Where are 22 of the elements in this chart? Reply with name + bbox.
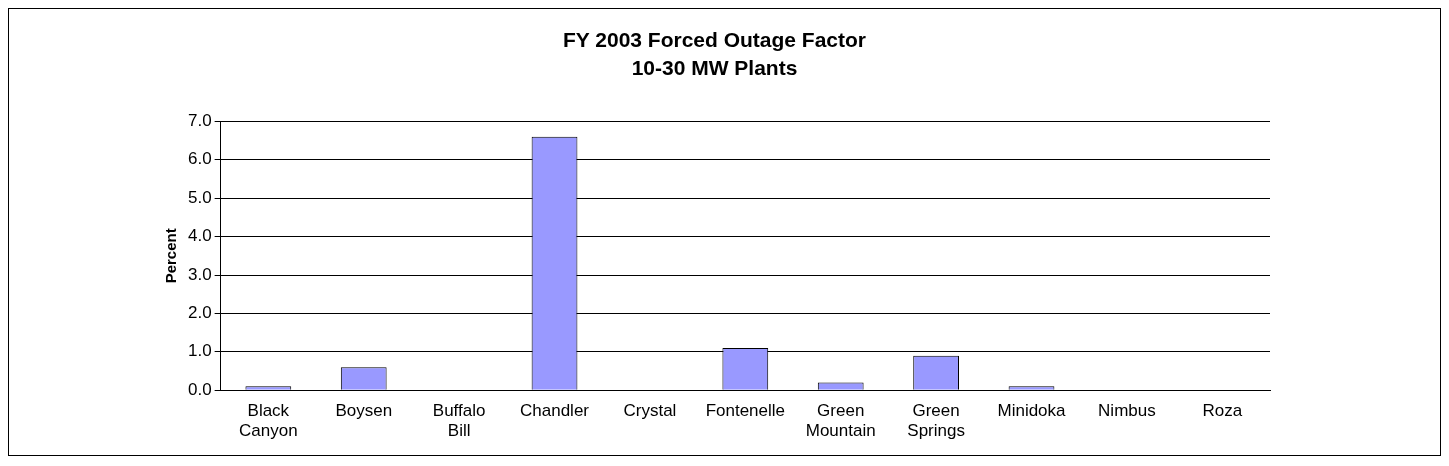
- y-tick-label: 0.0: [187, 379, 212, 399]
- y-tick-label: 3.0: [187, 264, 212, 284]
- x-tick-label: Crystal: [623, 401, 677, 421]
- y-tick-label: 6.0: [187, 149, 212, 169]
- x-tick-label: Green Mountain: [805, 401, 876, 441]
- y-tick-label: 7.0: [187, 111, 212, 131]
- y-tick-label: 4.0: [187, 226, 212, 246]
- chart-title: FY 2003 Forced Outage Factor: [562, 28, 867, 52]
- x-tick-label: Buffalo Bill: [432, 401, 486, 441]
- chart-subtitle: 10-30 MW Plants: [631, 55, 798, 79]
- x-tick-label: Black Canyon: [239, 401, 298, 441]
- x-tick-label: Green Springs: [907, 401, 965, 441]
- y-tick-label: 2.0: [187, 303, 212, 323]
- y-axis-title: Percent: [162, 228, 180, 284]
- x-tick-label: Fontenelle: [705, 401, 786, 421]
- x-tick-label: Minidoka: [997, 401, 1067, 421]
- y-tick-label: 5.0: [187, 187, 212, 207]
- x-tick-label: Chandler: [520, 401, 590, 421]
- x-tick-label: Boysen: [335, 401, 393, 421]
- x-tick-label: Nimbus: [1098, 401, 1156, 421]
- x-tick-label: Roza: [1202, 401, 1243, 421]
- y-tick-label: 1.0: [187, 341, 212, 361]
